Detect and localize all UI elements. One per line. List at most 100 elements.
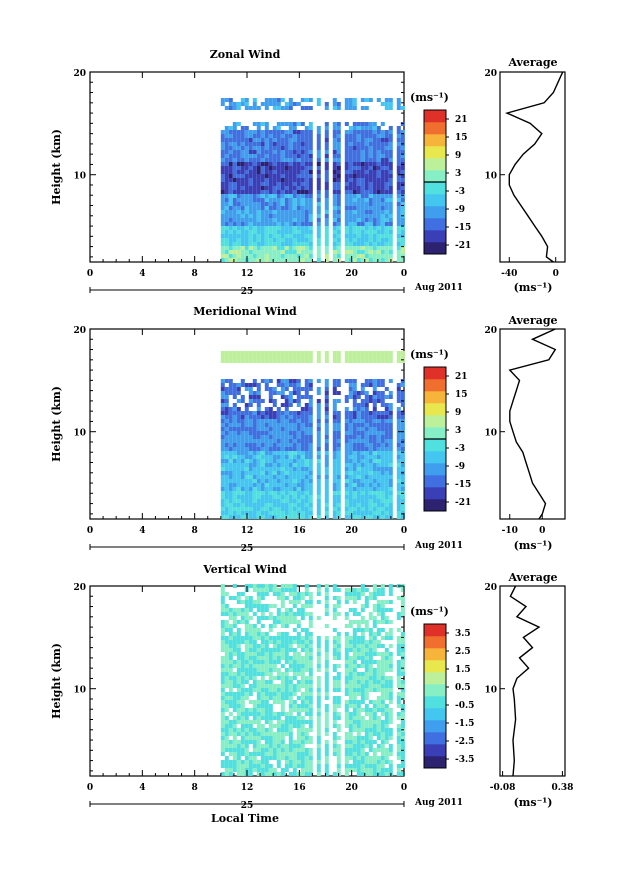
vertical-heatmap-cell: [268, 636, 273, 640]
meridional-heatmap-cell: [304, 447, 309, 451]
meridional-heatmap-cell: [296, 435, 301, 439]
vertical-heatmap-cell: [368, 676, 373, 680]
meridional-heatmap-cell: [256, 487, 261, 491]
meridional-heatmap-cell: [224, 467, 229, 471]
vertical-heatmap-cell: [372, 636, 377, 640]
vertical-heatmap-cell: [240, 668, 245, 672]
zonal-heatmap-cell: [372, 150, 377, 154]
zonal-heatmap-cell: [268, 170, 273, 174]
meridional-heatmap-cell: [236, 487, 241, 491]
vertical-heatmap-cell: [300, 708, 305, 712]
zonal-heatmap-cell: [384, 182, 389, 186]
zonal-heatmap-cell: [268, 234, 273, 238]
meridional-heatmap-cell: [240, 503, 245, 507]
zonal-heatmap-cell: [232, 230, 237, 234]
meridional-heatmap-cell: [380, 487, 385, 491]
zonal-heatmap-cell: [368, 126, 373, 130]
vertical-heatmap-cell: [268, 616, 273, 620]
vertical-heatmap-cell: [244, 724, 249, 728]
vertical-heatmap-cell: [288, 644, 293, 648]
meridional-heatmap-cell: [304, 475, 309, 479]
meridional-colorbar-swatch: [424, 439, 446, 452]
zonal-heatmap-cell: [384, 138, 389, 142]
vertical-heatmap-cell: [248, 656, 253, 660]
zonal-heatmap-cell: [220, 166, 225, 170]
zonal-heatmap-cell: [376, 138, 381, 142]
vertical-heatmap-cell: [228, 616, 233, 620]
meridional-heatmap-cell: [264, 415, 269, 419]
meridional-heatmap-cell: [384, 491, 389, 495]
meridional-heatmap-cell: [376, 399, 381, 403]
zonal-heatmap-cell: [276, 198, 281, 202]
vertical-heatmap-cell: [248, 608, 253, 612]
meridional-heatmap-cell: [352, 383, 357, 387]
zonal-heatmap-cell: [332, 194, 337, 198]
zonal-heatmap-cell: [252, 106, 257, 110]
meridional-heatmap-cell: [240, 395, 245, 399]
meridional-heatmap-cell: [380, 435, 385, 439]
vertical-heatmap-cell: [344, 704, 349, 708]
vertical-colorbar-label: -3.5: [455, 755, 474, 765]
zonal-heatmap-cell: [400, 106, 405, 110]
zonal-heatmap-cell: [304, 254, 309, 258]
meridional-heatmap-cell: [232, 447, 237, 451]
vertical-heatmap-cell: [300, 592, 305, 596]
meridional-heatmap-cell: [296, 487, 301, 491]
zonal-heatmap-cell: [228, 102, 233, 106]
vertical-heatmap-cell: [252, 680, 257, 684]
zonal-heatmap-cell: [232, 234, 237, 238]
zonal-heatmap-cell: [352, 194, 357, 198]
meridional-heatmap-cell: [240, 491, 245, 495]
meridional-heatmap-cell: [296, 383, 301, 387]
meridional-heatmap-cell: [244, 355, 249, 359]
meridional-heatmap-cell: [220, 467, 225, 471]
zonal-heatmap-cell: [344, 150, 349, 154]
vertical-heatmap-cell: [368, 644, 373, 648]
meridional-heatmap-cell: [352, 403, 357, 407]
zonal-heatmap-cell: [292, 154, 297, 158]
vertical-heatmap-cell: [380, 684, 385, 688]
meridional-heatmap-cell: [376, 443, 381, 447]
vertical-heatmap-cell: [280, 740, 285, 744]
zonal-heatmap-cell: [232, 150, 237, 154]
vertical-heatmap-cell: [220, 604, 225, 608]
zonal-heatmap-cell: [400, 134, 405, 138]
meridional-heatmap-cell: [256, 411, 261, 415]
vertical-heatmap-cell: [220, 724, 225, 728]
vertical-heatmap-cell: [228, 652, 233, 656]
meridional-heatmap-cell: [276, 483, 281, 487]
meridional-heatmap-cell: [376, 471, 381, 475]
meridional-heatmap-cell: [372, 423, 377, 427]
meridional-heatmap-cell: [296, 379, 301, 383]
vertical-heatmap-cell: [316, 736, 321, 740]
meridional-heatmap-cell: [316, 451, 321, 455]
zonal-heatmap-cell: [236, 142, 241, 146]
vertical-heatmap-cell: [236, 592, 241, 596]
zonal-heatmap-cell: [324, 210, 329, 214]
meridional-heatmap-cell: [232, 431, 237, 435]
vertical-heatmap-cell: [248, 688, 253, 692]
vertical-heatmap-cell: [252, 676, 257, 680]
vertical-heatmap-cell: [288, 712, 293, 716]
vertical-average-frame: [499, 585, 566, 777]
meridional-heatmap-cell: [364, 423, 369, 427]
meridional-heatmap-cell: [384, 431, 389, 435]
zonal-heatmap-cell: [316, 98, 321, 102]
zonal-heatmap-cell: [396, 230, 401, 234]
meridional-heatmap-cell: [276, 467, 281, 471]
zonal-heatmap-cell: [316, 258, 321, 262]
zonal-heatmap-cell: [236, 174, 241, 178]
zonal-heatmap-cell: [368, 158, 373, 162]
vertical-heatmap-cell: [252, 660, 257, 664]
vertical-heatmap-cell: [292, 760, 297, 764]
vertical-heatmap-cell: [300, 680, 305, 684]
vertical-heatmap-cell: [224, 748, 229, 752]
vertical-xtick-label: 12: [241, 783, 254, 793]
vertical-heatmap-cell: [304, 668, 309, 672]
meridional-heatmap-cell: [364, 447, 369, 451]
meridional-heatmap-cell: [280, 479, 285, 483]
zonal-heatmap-cell: [288, 190, 293, 194]
meridional-heatmap-cell: [300, 463, 305, 467]
zonal-heatmap-cell: [296, 130, 301, 134]
meridional-heatmap-cell: [388, 423, 393, 427]
